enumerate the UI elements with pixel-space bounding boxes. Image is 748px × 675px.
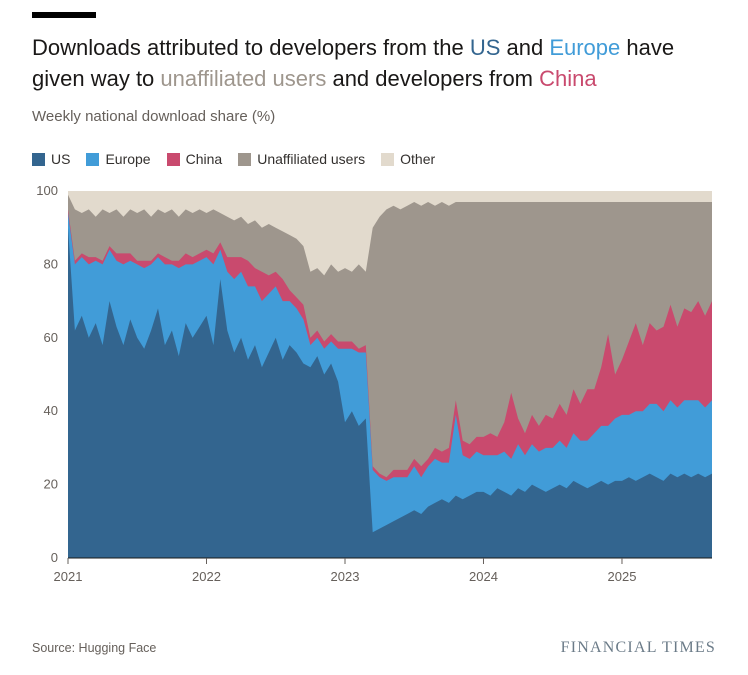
legend-swatch-other xyxy=(381,152,395,166)
legend-swatch-unaffiliated xyxy=(238,152,252,166)
legend-item-other: Other xyxy=(381,151,435,167)
legend-item-us: US xyxy=(32,151,70,167)
area-us xyxy=(68,228,712,559)
y-tick-label: 20 xyxy=(44,477,58,492)
ft-top-rule xyxy=(32,12,96,18)
legend-swatch-us xyxy=(32,152,45,166)
y-tick-label: 80 xyxy=(44,257,58,272)
y-tick-label: 0 xyxy=(51,550,58,565)
ft-logo: FINANCIAL TIMES xyxy=(560,639,716,656)
legend-label-china: China xyxy=(185,151,223,168)
x-tick-label: 2022 xyxy=(192,569,221,584)
x-axis: 2021 2022 2023 2024 2025 xyxy=(54,557,712,584)
x-tick-label: 2025 xyxy=(608,569,637,584)
y-tick-label: 100 xyxy=(36,183,58,198)
y-tick-label: 60 xyxy=(44,330,58,345)
legend-label-other: Other xyxy=(400,151,436,168)
chart-title: Downloads attributed to developers from … xyxy=(32,35,675,92)
legend: US Europe China Unaffiliated users Other xyxy=(32,151,716,167)
legend-label-europe: Europe xyxy=(105,151,151,168)
legend-swatch-china xyxy=(166,152,180,166)
legend-label-us: US xyxy=(51,151,71,168)
legend-item-unaffiliated: Unaffiliated users xyxy=(238,151,365,167)
source-note: Source: Hugging Face xyxy=(32,641,157,655)
chart-subtitle: Weekly national download share (%) xyxy=(32,108,276,126)
areas-group xyxy=(68,191,712,559)
chart-area: 0 20 40 60 80 100 2021 2022 2023 2024 2025 xyxy=(32,183,716,593)
x-tick-label: 2024 xyxy=(469,569,498,584)
stacked-area-chart: 0 20 40 60 80 100 2021 2022 2023 2024 2025 xyxy=(36,183,712,584)
x-tick-label: 2021 xyxy=(54,569,83,584)
footer: Source: Hugging Face FINANCIAL TIMES xyxy=(32,629,716,675)
y-tick-label: 40 xyxy=(44,404,58,419)
legend-item-europe: Europe xyxy=(86,151,151,168)
legend-swatch-europe xyxy=(86,152,100,166)
legend-label-unaffiliated: Unaffiliated users xyxy=(257,151,366,168)
y-axis: 0 20 40 60 80 100 xyxy=(36,183,58,565)
x-tick-label: 2023 xyxy=(331,569,360,584)
legend-item-china: China xyxy=(166,151,223,168)
